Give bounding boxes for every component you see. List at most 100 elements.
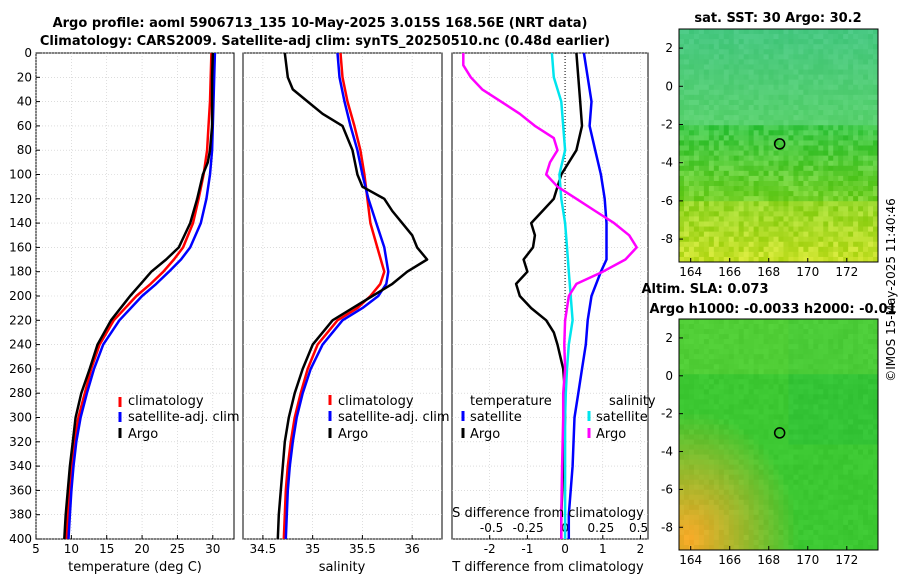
- map-cell: [693, 349, 700, 355]
- map-cell: [688, 534, 695, 541]
- map-cell: [758, 479, 764, 486]
- map-cell: [853, 59, 859, 65]
- map-cell: [773, 459, 779, 466]
- map-cell: [828, 334, 834, 340]
- map-cell: [708, 364, 715, 370]
- map-cell: [858, 206, 864, 212]
- map-cell: [858, 444, 864, 450]
- map-cell: [738, 419, 745, 425]
- map-cell: [788, 434, 794, 440]
- map-cell: [838, 160, 844, 167]
- map-cell: [683, 379, 690, 385]
- map-cell: [768, 339, 774, 345]
- map-cell: [853, 469, 859, 476]
- map-cell: [848, 135, 854, 141]
- map-cell: [873, 444, 879, 450]
- map-cell: [748, 359, 755, 365]
- map-cell: [808, 241, 814, 248]
- map-cell: [768, 120, 774, 126]
- y-tick-label: 180: [9, 265, 32, 279]
- map-cell: [783, 170, 789, 177]
- map-cell: [688, 384, 695, 390]
- map-cell: [793, 211, 799, 217]
- legend-climatology-label: climatology: [338, 394, 414, 409]
- map-cell: [843, 226, 849, 233]
- map-cell: [843, 246, 849, 253]
- map-cell: [778, 454, 784, 461]
- map-cell: [718, 499, 725, 506]
- map-cell: [723, 334, 730, 340]
- map-cell: [853, 201, 859, 207]
- map-cell: [873, 236, 879, 243]
- map-cell: [743, 99, 750, 106]
- map-cell: [748, 519, 755, 526]
- map-cell: [873, 125, 879, 131]
- map-cell: [798, 449, 804, 455]
- map-cell: [728, 69, 735, 75]
- map-cell: [798, 99, 804, 106]
- map-cell: [708, 529, 715, 536]
- map-cell: [703, 364, 710, 370]
- map-cell: [733, 324, 740, 330]
- map-cell: [703, 404, 710, 410]
- map-cell: [848, 424, 854, 430]
- map-cell: [683, 364, 690, 370]
- map-cell: [723, 180, 730, 187]
- map-cell: [818, 130, 824, 136]
- map-cell: [783, 135, 789, 141]
- map-cell: [758, 464, 764, 471]
- map-cell: [733, 399, 740, 405]
- map-cell: [783, 524, 789, 531]
- map-cell: [863, 104, 869, 111]
- map-cell: [763, 404, 769, 410]
- map-x-tick-label: 168: [757, 553, 780, 567]
- map-cell: [853, 434, 859, 440]
- map-cell: [728, 409, 735, 415]
- map-cell: [723, 84, 730, 91]
- map-cell: [788, 394, 794, 400]
- map-cell: [723, 130, 730, 136]
- temperature-legend: climatology satellite-adj. clim Argo: [118, 394, 240, 442]
- map-cell: [873, 155, 879, 162]
- map-cell: [753, 404, 760, 410]
- x-tick-label: 10: [64, 542, 79, 556]
- map-cell: [743, 409, 750, 415]
- map-cell: [818, 39, 824, 45]
- map-cell: [788, 534, 794, 541]
- map-cell: [783, 99, 789, 106]
- map-cell: [803, 64, 809, 70]
- map-cell: [783, 226, 789, 233]
- map-cell: [823, 130, 829, 136]
- map-cell: [788, 145, 794, 151]
- map-cell: [803, 69, 809, 75]
- map-cell: [688, 489, 695, 496]
- map-cell: [798, 130, 804, 136]
- map-cell: [728, 221, 735, 227]
- map-cell: [798, 110, 804, 116]
- map-cell: [723, 439, 730, 445]
- map-cell: [748, 54, 755, 60]
- map-cell: [723, 115, 730, 121]
- map-cell: [768, 519, 774, 526]
- map-cell: [783, 251, 789, 258]
- map-cell: [768, 364, 774, 370]
- map-cell: [873, 231, 879, 238]
- map-cell: [698, 419, 705, 425]
- map-y-tick-label: 2: [665, 331, 673, 345]
- map-cell: [708, 74, 715, 81]
- map-cell: [713, 319, 720, 325]
- map-cell: [753, 201, 760, 207]
- map-cell: [803, 354, 809, 360]
- y-tick-label: 400: [9, 532, 32, 546]
- map-cell: [748, 231, 755, 238]
- map-cell: [703, 104, 710, 111]
- map-cell: [823, 120, 829, 126]
- map-cell: [748, 241, 755, 248]
- map-cell: [723, 324, 730, 330]
- map-cell: [758, 444, 764, 450]
- map-cell: [713, 419, 720, 425]
- map-cell: [753, 319, 760, 325]
- map-cell: [873, 256, 879, 263]
- map-cell: [773, 544, 779, 551]
- map-cell: [858, 339, 864, 345]
